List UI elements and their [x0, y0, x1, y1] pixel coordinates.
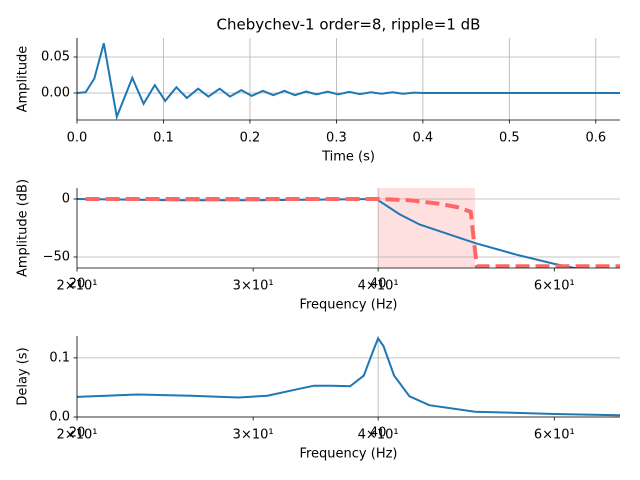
x-tick-label: 0.0 — [67, 131, 88, 146]
series-line — [77, 336, 620, 417]
x-tick-label: 6×10¹ — [534, 279, 575, 294]
x-axis-label: Frequency (Hz) — [299, 447, 397, 462]
x-tick-label: 2×10¹ — [57, 428, 98, 443]
x-tick-label: 0.3 — [326, 131, 347, 146]
x-tick-label: 4×10¹ — [358, 279, 399, 294]
x-tick-label: 0.1 — [153, 131, 174, 146]
x-tick-label: 0.4 — [413, 131, 434, 146]
y-tick-label: 0.05 — [41, 50, 70, 65]
y-axis-label: Amplitude — [16, 46, 31, 113]
x-tick-label: 0.5 — [499, 131, 520, 146]
minor-tick-label: 40 — [370, 277, 387, 292]
x-tick-label: 3×10¹ — [233, 428, 274, 443]
minor-tick-label: 20 — [69, 277, 86, 292]
x-tick-label: 4×10¹ — [358, 428, 399, 443]
y-axis-label: Delay (s) — [16, 347, 31, 405]
minor-tick-label: 20 — [69, 426, 86, 441]
series-line — [77, 43, 620, 120]
x-axis-label: Time (s) — [321, 150, 375, 165]
y-tick-label: 0.00 — [41, 86, 70, 101]
y-tick-label: −50 — [43, 249, 70, 264]
y-tick-label: 0.0 — [49, 410, 70, 425]
x-tick-label: 2×10¹ — [57, 279, 98, 294]
minor-tick-label: 40 — [370, 426, 387, 441]
y-tick-label: 0.1 — [49, 350, 70, 365]
y-tick-label: 0 — [62, 192, 70, 207]
x-axis-label: Frequency (Hz) — [299, 298, 397, 313]
x-tick-label: 6×10¹ — [534, 428, 575, 443]
series-line — [85, 197, 620, 268]
chart-title: Chebychev-1 order=8, ripple=1 dB — [217, 16, 481, 34]
x-tick-label: 3×10¹ — [233, 279, 274, 294]
x-tick-label: 0.6 — [585, 131, 606, 146]
x-tick-label: 0.2 — [240, 131, 261, 146]
y-axis-label: Amplitude (dB) — [16, 179, 31, 277]
